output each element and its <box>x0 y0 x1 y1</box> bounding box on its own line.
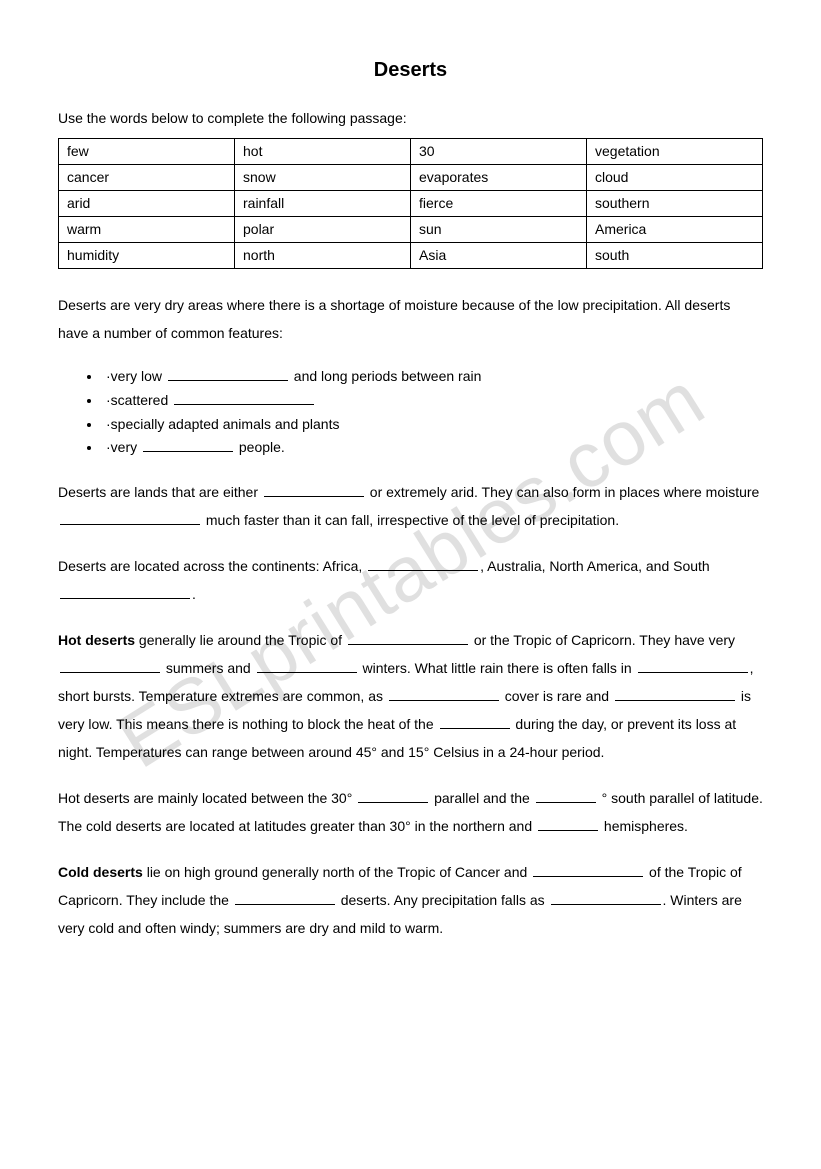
paragraph: Deserts are lands that are either or ext… <box>58 478 763 534</box>
bullet-text: people. <box>235 439 285 455</box>
passage-text: generally lie around the Tropic of <box>135 632 346 648</box>
blank-field[interactable] <box>174 391 314 405</box>
wordbank-cell: rainfall <box>235 191 411 217</box>
passage-text: , Australia, North America, and South <box>480 558 710 574</box>
bullet-text: and long periods between rain <box>290 368 481 384</box>
passage-text: or the Tropic of Capricorn. They have ve… <box>470 632 735 648</box>
passage-body: Deserts are very dry areas where there i… <box>58 291 763 942</box>
wordbank-cell: south <box>587 243 763 269</box>
passage-text: lie on high ground generally north of th… <box>143 864 531 880</box>
wordbank-cell: America <box>587 217 763 243</box>
blank-field[interactable] <box>60 659 160 673</box>
wordbank-cell: snow <box>235 165 411 191</box>
instruction-text: Use the words below to complete the foll… <box>58 104 763 132</box>
section-label: Cold deserts <box>58 864 143 880</box>
blank-field[interactable] <box>368 557 478 571</box>
table-row: arid rainfall fierce southern <box>59 191 763 217</box>
passage-text: Deserts are lands that are either <box>58 484 262 500</box>
table-row: cancer snow evaporates cloud <box>59 165 763 191</box>
list-item: ·specially adapted animals and plants <box>102 413 763 437</box>
list-item: ·scattered <box>102 389 763 413</box>
wordbank-cell: polar <box>235 217 411 243</box>
wordbank-cell: warm <box>59 217 235 243</box>
blank-field[interactable] <box>538 817 598 831</box>
wordbank-cell: hot <box>235 139 411 165</box>
passage-text: deserts. Any precipitation falls as <box>337 892 549 908</box>
wordbank-cell: north <box>235 243 411 269</box>
features-list: ·very low and long periods between rain … <box>58 365 763 460</box>
paragraph: Hot deserts are mainly located between t… <box>58 784 763 840</box>
paragraph: Cold deserts lie on high ground generall… <box>58 858 763 942</box>
wordbank-cell: Asia <box>411 243 587 269</box>
wordbank-cell: cloud <box>587 165 763 191</box>
wordbank-cell: evaporates <box>411 165 587 191</box>
wordbank-cell: few <box>59 139 235 165</box>
blank-field[interactable] <box>143 438 233 452</box>
passage-text: much faster than it can fall, irrespecti… <box>202 512 619 528</box>
blank-field[interactable] <box>389 687 499 701</box>
passage-text: Deserts are located across the continent… <box>58 558 366 574</box>
wordbank-cell: cancer <box>59 165 235 191</box>
wordbank-cell: 30 <box>411 139 587 165</box>
blank-field[interactable] <box>533 863 643 877</box>
passage-text: winters. What little rain there is often… <box>359 660 636 676</box>
wordbank-cell: sun <box>411 217 587 243</box>
blank-field[interactable] <box>440 715 510 729</box>
wordbank-cell: arid <box>59 191 235 217</box>
wordbank-cell: humidity <box>59 243 235 269</box>
blank-field[interactable] <box>257 659 357 673</box>
section-label: Hot deserts <box>58 632 135 648</box>
bullet-text: ·scattered <box>106 392 172 408</box>
table-row: few hot 30 vegetation <box>59 139 763 165</box>
blank-field[interactable] <box>536 789 596 803</box>
blank-field[interactable] <box>615 687 735 701</box>
blank-field[interactable] <box>235 891 335 905</box>
passage-text: . <box>192 586 196 602</box>
blank-field[interactable] <box>264 483 364 497</box>
intro-paragraph: Deserts are very dry areas where there i… <box>58 291 763 347</box>
wordbank-cell: fierce <box>411 191 587 217</box>
blank-field[interactable] <box>348 631 468 645</box>
blank-field[interactable] <box>60 511 200 525</box>
passage-text: parallel and the <box>430 790 534 806</box>
passage-text: Hot deserts are mainly located between t… <box>58 790 356 806</box>
list-item: ·very people. <box>102 436 763 460</box>
passage-text: cover is rare and <box>501 688 613 704</box>
blank-field[interactable] <box>638 659 748 673</box>
page-title: Deserts <box>58 50 763 90</box>
wordbank-table: few hot 30 vegetation cancer snow evapor… <box>58 138 763 269</box>
passage-text: or extremely arid. They can also form in… <box>366 484 759 500</box>
passage-text: summers and <box>162 660 255 676</box>
blank-field[interactable] <box>168 367 288 381</box>
wordbank-cell: vegetation <box>587 139 763 165</box>
blank-field[interactable] <box>358 789 428 803</box>
blank-field[interactable] <box>551 891 661 905</box>
list-item: ·very low and long periods between rain <box>102 365 763 389</box>
passage-text: hemispheres. <box>600 818 688 834</box>
table-row: humidity north Asia south <box>59 243 763 269</box>
paragraph: Hot deserts generally lie around the Tro… <box>58 626 763 766</box>
bullet-text: ·very low <box>106 368 166 384</box>
table-row: warm polar sun America <box>59 217 763 243</box>
paragraph: Deserts are located across the continent… <box>58 552 763 608</box>
bullet-text: ·specially adapted animals and plants <box>106 416 339 432</box>
wordbank-cell: southern <box>587 191 763 217</box>
blank-field[interactable] <box>60 585 190 599</box>
bullet-text: ·very <box>106 439 141 455</box>
